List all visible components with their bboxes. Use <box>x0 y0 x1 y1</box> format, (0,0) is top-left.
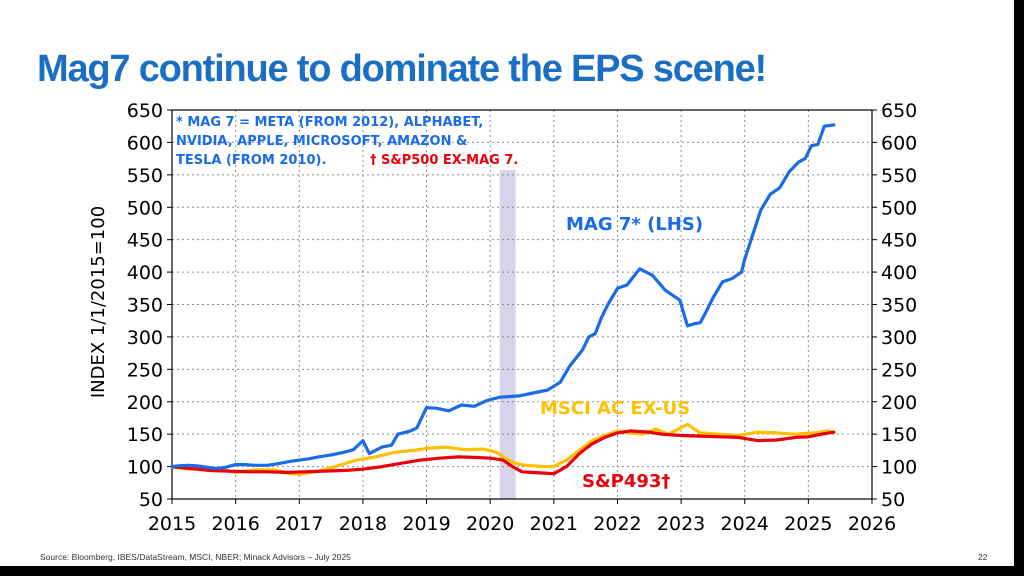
x-tick-label: 2023 <box>657 513 705 535</box>
sp493-series-line <box>170 429 836 476</box>
y-tick-label-right: 100 <box>881 457 917 479</box>
page-number: 22 <box>978 552 988 562</box>
y-tick-label-right: 450 <box>881 230 917 252</box>
y-tick-label-right: 50 <box>881 489 905 511</box>
y-tick-label-left: 100 <box>127 457 163 479</box>
y-tick-label-right: 400 <box>881 262 917 284</box>
x-tick-label: 2021 <box>530 513 578 535</box>
y-tick-label-left: 50 <box>139 489 163 511</box>
x-tick-label: 2015 <box>148 513 196 535</box>
sp493-series-label: S&P493† <box>582 471 670 492</box>
y-tick-label-left: 650 <box>127 100 163 122</box>
source-footnote: Source: Bloomberg, IBES/DataStream, MSCI… <box>40 552 351 562</box>
y-tick-label-left: 450 <box>127 230 163 252</box>
y-tick-label-left: 150 <box>127 424 163 446</box>
note-line-3-red: † S&P500 EX-MAG 7. <box>370 153 518 168</box>
slide-title: Mag7 continue to dominate the EPS scene! <box>37 48 767 90</box>
x-tick-label: 2025 <box>784 513 832 535</box>
y-tick-label-left: 350 <box>127 295 163 317</box>
msci-series-line <box>170 422 836 476</box>
x-tick-label: 2019 <box>402 513 450 535</box>
recession-band <box>499 170 516 499</box>
eps-line-chart: 50 100 150 200 250 300 350 400 450 500 550 600 650 5… <box>88 100 917 535</box>
x-tick-label: 2016 <box>211 513 259 535</box>
note-line-1: * MAG 7 = META (FROM 2012), ALPHABET, <box>176 115 483 130</box>
x-tick-label: 2026 <box>848 513 896 535</box>
y-tick-label-left: 300 <box>127 327 163 349</box>
y-tick-label-left: 200 <box>127 392 163 414</box>
x-tick-label: 2020 <box>466 513 514 535</box>
y-tick-label-left: 500 <box>127 197 163 219</box>
y-tick-label-right: 300 <box>881 327 917 349</box>
x-tick-label: 2018 <box>339 513 387 535</box>
y-tick-label-right: 650 <box>881 100 917 122</box>
x-tick-label: 2022 <box>593 513 641 535</box>
y-tick-label-right: 250 <box>881 359 917 381</box>
y-tick-label-right: 350 <box>881 295 917 317</box>
note-line-3: TESLA (FROM 2010). <box>176 153 326 168</box>
y-tick-label-left: 600 <box>127 132 163 154</box>
y-tick-label-left: 250 <box>127 359 163 381</box>
y-tick-label-right: 600 <box>881 132 917 154</box>
y-tick-label-right: 150 <box>881 424 917 446</box>
y-tick-label-left: 550 <box>127 165 163 187</box>
x-tick-label: 2024 <box>721 513 769 535</box>
y-axis-label: INDEX 1/1/2015=100 <box>88 206 109 398</box>
note-line-2: NVIDIA, APPLE, MICROSOFT, AMAZON & <box>176 134 467 149</box>
mag7-series-line <box>170 123 836 471</box>
y-tick-label-right: 200 <box>881 392 917 414</box>
y-tick-label-left: 400 <box>127 262 163 284</box>
y-tick-label-right: 550 <box>881 165 917 187</box>
msci-series-label: MSCI AC EX-US <box>540 398 690 419</box>
mag7-series-label: MAG 7* (LHS) <box>566 214 703 235</box>
x-tick-label: 2017 <box>275 513 323 535</box>
slide: Mag7 continue to dominate the EPS scene!… <box>0 0 1014 566</box>
y-tick-label-right: 500 <box>881 197 917 219</box>
